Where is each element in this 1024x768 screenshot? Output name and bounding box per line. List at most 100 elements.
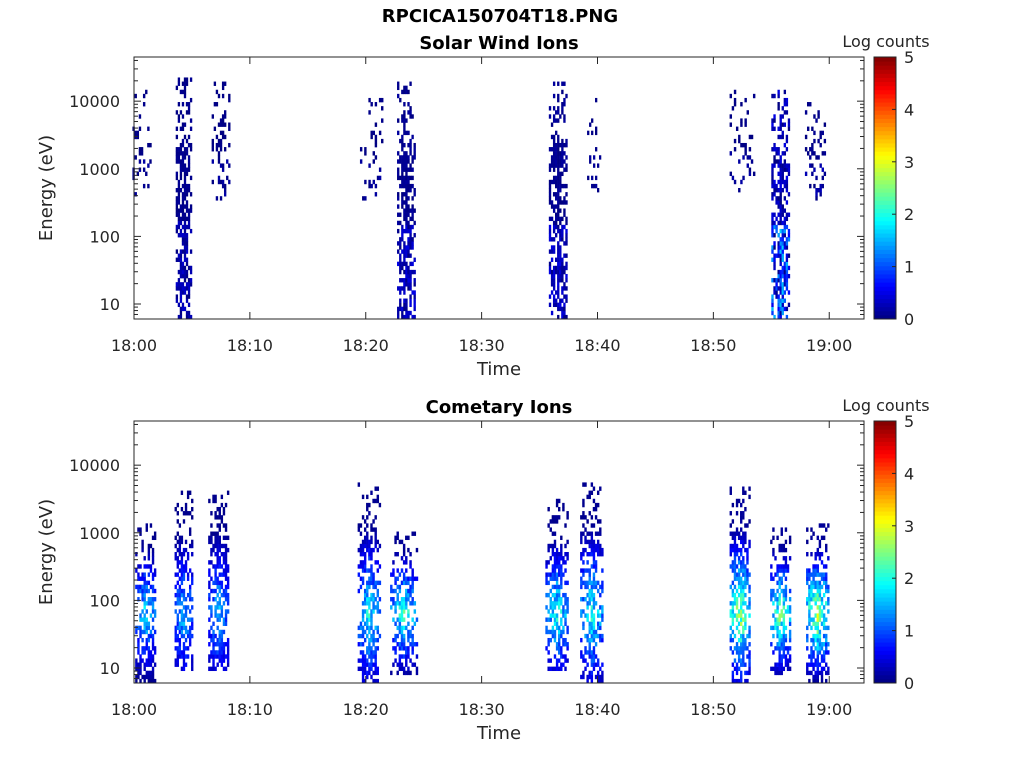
heatmap-cell — [413, 188, 416, 193]
heatmap-cell — [564, 543, 567, 549]
heatmap-cell — [145, 588, 148, 594]
heatmap-cell — [212, 646, 215, 651]
heatmap-cell — [208, 633, 211, 639]
heatmap-cell — [221, 93, 225, 99]
heatmap-cell — [827, 670, 830, 676]
heatmap-cell — [822, 658, 826, 663]
heatmap-cell — [774, 617, 777, 622]
heatmap-cell — [403, 142, 406, 148]
heatmap-cell — [411, 646, 414, 651]
heatmap-cell — [557, 200, 560, 205]
heatmap-cell — [566, 556, 569, 561]
heatmap-cell — [596, 588, 600, 594]
colorbar-tick-label: 3 — [904, 153, 914, 172]
heatmap-cell — [550, 282, 554, 287]
heatmap-cell — [777, 298, 780, 303]
heatmap-cell — [378, 502, 382, 508]
heatmap-cell — [560, 556, 563, 561]
heatmap-cell — [557, 273, 560, 279]
heatmap-cell — [135, 666, 138, 672]
heatmap-cell — [407, 183, 410, 189]
y-axis-label: Energy (eV) — [36, 499, 57, 605]
heatmap-cell — [218, 633, 221, 639]
heatmap-cell — [223, 122, 227, 127]
heatmap-cell — [397, 314, 400, 320]
heatmap-cell — [588, 568, 591, 573]
heatmap-cell — [557, 196, 560, 201]
heatmap-cell — [407, 167, 410, 172]
heatmap-cell — [816, 629, 820, 635]
colorbar-swatch — [874, 421, 896, 426]
heatmap-cell — [143, 678, 146, 684]
heatmap-cell — [153, 535, 157, 541]
heatmap-cell — [549, 519, 552, 524]
heatmap-cell — [783, 228, 787, 234]
heatmap-cell — [182, 658, 186, 663]
heatmap-cell — [740, 646, 743, 651]
heatmap-cell — [378, 597, 382, 602]
heatmap-cell — [742, 556, 745, 561]
heatmap-cell — [555, 588, 559, 594]
heatmap-cell — [582, 523, 585, 528]
heatmap-cell — [778, 597, 781, 602]
heatmap-cell — [218, 584, 221, 590]
heatmap-cell — [378, 167, 382, 172]
heatmap-cell — [215, 147, 219, 152]
heatmap-cell — [223, 192, 227, 197]
heatmap-cell — [744, 523, 747, 528]
heatmap-cell — [141, 617, 144, 622]
heatmap-cell — [735, 613, 739, 618]
heatmap-cell — [560, 564, 563, 569]
heatmap-cell — [740, 658, 743, 663]
heatmap-cell — [147, 142, 150, 148]
heatmap-cell — [210, 654, 213, 659]
heatmap-cell — [376, 609, 380, 614]
heatmap-cell — [744, 642, 747, 647]
heatmap-cell — [582, 498, 585, 504]
heatmap-cell — [750, 134, 754, 140]
heatmap-cell — [216, 605, 219, 610]
heatmap-cell — [596, 490, 600, 495]
heatmap-cell — [816, 564, 820, 569]
heatmap-cell — [145, 580, 148, 586]
heatmap-cell — [816, 678, 820, 684]
colorbar-swatch — [874, 155, 896, 160]
heatmap-cell — [559, 265, 562, 271]
heatmap-cell — [744, 678, 747, 684]
heatmap-cell — [374, 486, 377, 491]
heatmap-cell — [783, 290, 787, 295]
heatmap-cell — [785, 237, 789, 242]
heatmap-cell — [363, 597, 367, 602]
heatmap-cell — [555, 515, 559, 520]
heatmap-cell — [557, 625, 561, 631]
heatmap-cell — [214, 642, 217, 647]
heatmap-cell — [563, 286, 566, 291]
heatmap-cell — [405, 560, 408, 565]
heatmap-cell — [735, 511, 739, 516]
heatmap-cell — [779, 261, 782, 267]
heatmap-cell — [361, 515, 365, 520]
colorbar-swatch — [874, 429, 896, 434]
heatmap-cell — [139, 662, 142, 667]
heatmap-cell — [223, 183, 227, 189]
heatmap-cell — [590, 609, 594, 614]
heatmap-cell — [405, 580, 408, 586]
heatmap-cell — [812, 568, 815, 573]
heatmap-cell — [563, 183, 566, 189]
heatmap-cell — [214, 580, 217, 586]
heatmap-cell — [415, 666, 419, 672]
heatmap-cell — [549, 605, 552, 610]
heatmap-cell — [551, 572, 555, 577]
heatmap-cell — [224, 572, 228, 577]
heatmap-cell — [593, 155, 596, 160]
heatmap-cell — [180, 613, 184, 618]
heatmap-cell — [561, 290, 564, 295]
heatmap-cell — [787, 290, 791, 295]
heatmap-cell — [179, 249, 183, 254]
heatmap-cell — [184, 629, 188, 635]
heatmap-cell — [411, 580, 414, 586]
heatmap-cell — [376, 539, 380, 545]
heatmap-cell — [592, 486, 596, 491]
heatmap-cell — [366, 609, 369, 614]
y-axis-label: Energy (eV) — [36, 135, 57, 241]
